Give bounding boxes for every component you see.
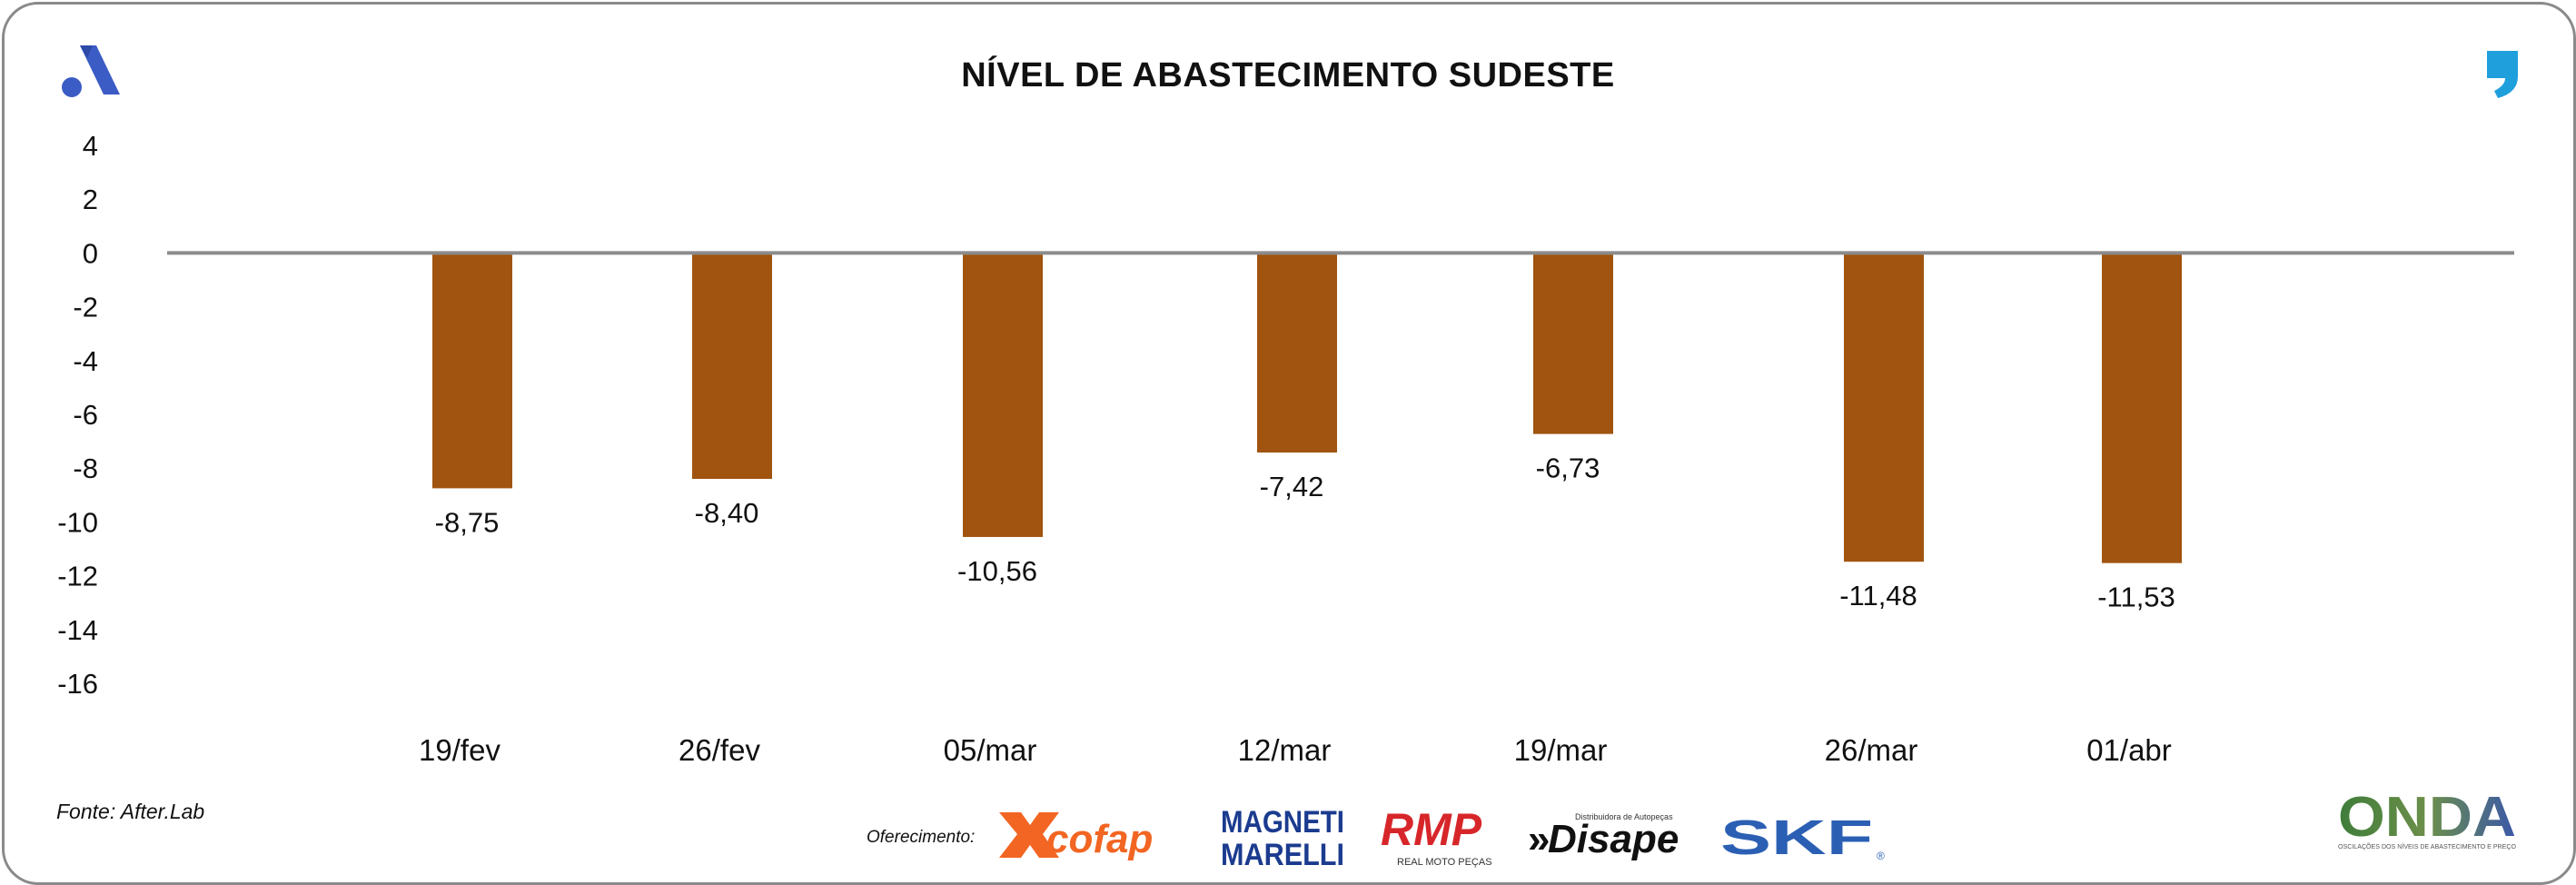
- rmp-logo: RMP REAL MOTO PEÇAS: [1381, 804, 1492, 868]
- svg-text:RMP: RMP: [1381, 804, 1482, 855]
- x-tick-label: 12/mar: [1238, 733, 1332, 767]
- y-tick-label: -14: [57, 614, 98, 646]
- data-label: -8,75: [435, 506, 500, 538]
- y-tick-label: -10: [57, 506, 98, 538]
- y-tick-label: 2: [83, 184, 98, 215]
- svg-text:Disape: Disape: [1548, 817, 1679, 861]
- svg-text:»: »: [1528, 817, 1550, 861]
- svg-text:REAL MOTO PEÇAS: REAL MOTO PEÇAS: [1397, 857, 1492, 868]
- cofap-text: cofap: [1046, 817, 1153, 861]
- x-tick-label: 26/mar: [1825, 733, 1918, 767]
- data-label: -6,73: [1536, 452, 1600, 484]
- svg-text:MARELLI: MARELLI: [1221, 838, 1344, 872]
- y-tick-label: -16: [57, 668, 98, 700]
- svg-text:MAGNETI: MAGNETI: [1221, 805, 1344, 840]
- svg-text:SKF: SKF: [1720, 810, 1873, 865]
- magneti-marelli-logo: MAGNETI MARELLI: [1219, 800, 1346, 872]
- skf-logo: SKF ®: [1720, 810, 1885, 865]
- source-note: Fonte: After.Lab: [56, 800, 205, 823]
- x-tick-label: 05/mar: [944, 733, 1037, 767]
- y-tick-label: -4: [73, 345, 98, 377]
- data-label: -11,48: [1839, 580, 1917, 612]
- x-tick-label: 26/fev: [679, 733, 760, 767]
- bar: [1257, 253, 1337, 453]
- y-tick-label: -12: [57, 561, 98, 592]
- bar: [692, 253, 772, 480]
- y-tick-label: -6: [73, 399, 98, 431]
- bar: [2102, 253, 2182, 563]
- bar: [963, 253, 1043, 537]
- x-tick-label: 01/abr: [2086, 733, 2172, 767]
- cofap-logo: cofap: [999, 812, 1153, 861]
- sponsor-label: Oferecimento:: [867, 828, 976, 847]
- data-label: -10,56: [957, 555, 1037, 587]
- svg-text:ONDA: ONDA: [2338, 786, 2516, 849]
- quote-mark-icon: [2487, 51, 2518, 98]
- x-tick-label: 19/mar: [1514, 733, 1608, 767]
- bar: [1844, 253, 1924, 562]
- data-label: -7,42: [1260, 471, 1324, 502]
- y-tick-label: -8: [73, 452, 98, 484]
- bar: [432, 253, 512, 489]
- y-tick-label: -2: [73, 292, 98, 323]
- y-tick-label: 0: [83, 237, 98, 269]
- sponsor-logos: cofap MAGNETI MARELLI RMP REAL MOTO PEÇA…: [999, 800, 1885, 872]
- chart-title: NÍVEL DE ABASTECIMENTO SUDESTE: [961, 56, 1615, 94]
- x-tick-label: 19/fev: [419, 733, 500, 767]
- onda-logo: ONDA OSCILAÇÕES DOS NÍVEIS DE ABASTECIME…: [2338, 786, 2517, 850]
- disape-logo: » Disape Distribuidora de Autopeças: [1528, 812, 1679, 861]
- data-label: -8,40: [695, 497, 759, 529]
- bar: [1533, 253, 1613, 434]
- svg-text:Distribuidora de Autopeças: Distribuidora de Autopeças: [1575, 812, 1673, 821]
- svg-text:®: ®: [1877, 850, 1885, 862]
- data-label: -11,53: [2097, 582, 2175, 613]
- y-tick-label: 4: [83, 130, 98, 162]
- brand-logo-icon: [62, 45, 120, 97]
- svg-text:OSCILAÇÕES DOS NÍVEIS DE ABAST: OSCILAÇÕES DOS NÍVEIS DE ABASTECIMENTO E…: [2338, 842, 2517, 850]
